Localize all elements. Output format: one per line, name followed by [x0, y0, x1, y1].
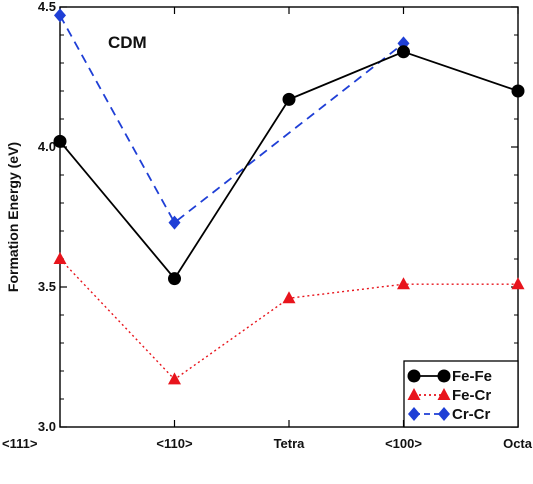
data-point-fe-fe [53, 134, 67, 148]
data-point-cr-cr [54, 8, 66, 23]
x-tick-label: <100> [385, 436, 422, 451]
series-line-cr-cr [59, 14, 405, 224]
legend-label: Fe-Fe [452, 368, 492, 385]
data-point-fe-fe [168, 272, 181, 286]
data-point-fe-fe [397, 45, 410, 59]
x-tick-label: Tetra [274, 436, 306, 451]
data-point-fe-fe [511, 84, 525, 98]
y-tick-label: 3.0 [38, 419, 56, 434]
y-axis-label: Formation Energy (eV) [5, 142, 21, 292]
x-tick-label: Octa [503, 436, 533, 451]
x-tick-label: <111> [2, 436, 38, 451]
legend-marker-cr-cr [438, 407, 450, 421]
legend-marker-fe-cr [437, 388, 451, 400]
data-point-fe-cr [53, 252, 67, 264]
legend-marker-fe-fe [437, 369, 451, 383]
legend-marker-cr-cr [408, 407, 420, 421]
series-line-fe-fe [59, 50, 519, 281]
data-point-fe-cr [282, 291, 296, 304]
data-point-fe-cr [168, 372, 181, 385]
legend-label: Fe-Cr [452, 387, 491, 404]
y-axis-ticks: 3.0 3.5 4.0 4.5 [38, 0, 518, 434]
data-point-fe-fe [282, 92, 296, 106]
y-tick-label: 4.0 [38, 139, 56, 154]
y-tick-label: 3.5 [38, 279, 56, 294]
chart-annotation: CDM [108, 33, 147, 52]
data-point-fe-cr [511, 277, 525, 290]
y-tick-label: 4.5 [38, 0, 56, 14]
series-layer [53, 8, 525, 385]
legend-marker-fe-fe [407, 369, 421, 383]
legend-marker-fe-cr [407, 388, 421, 400]
legend: Fe-Fe Fe-Cr Cr-Cr [403, 360, 519, 428]
data-point-fe-cr [397, 277, 410, 290]
data-point-cr-cr [168, 215, 181, 230]
legend-label: Cr-Cr [452, 406, 490, 423]
x-axis-ticks: <111> <110> Tetra <100> Octa [2, 7, 533, 451]
legend-box [403, 360, 519, 428]
x-tick-label: <110> [156, 436, 193, 451]
